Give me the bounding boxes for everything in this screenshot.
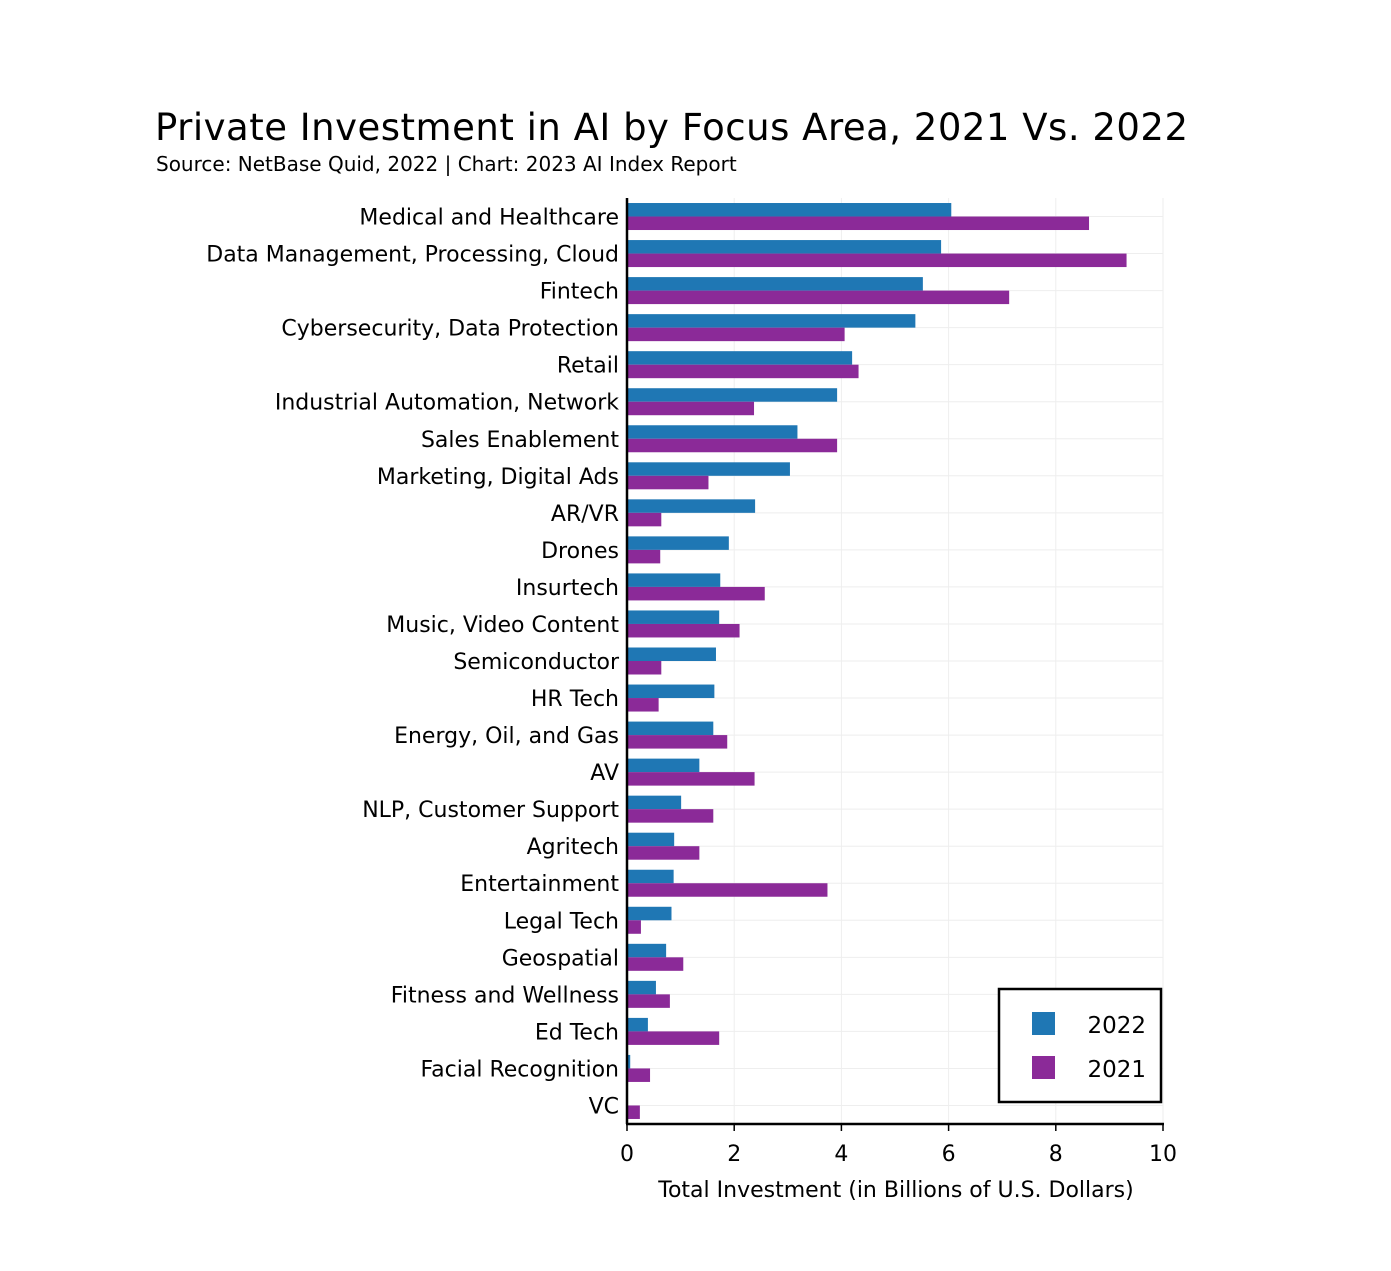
bar-2022: Semiconductor (2022): 1.66 (627, 647, 716, 661)
bar-2021: Geospatial (2021): 1.05 (627, 957, 684, 971)
x-tick-label: 6 (942, 1142, 956, 1167)
category-label: Insurtech (516, 576, 619, 601)
bar-2021: AV (2021): 2.38 (627, 772, 755, 786)
bar-2022: Marketing, Digital Ads (2022): 3.04 (627, 462, 790, 476)
category-label: NLP, Customer Support (362, 798, 619, 823)
category-label: Data Management, Processing, Cloud (206, 243, 619, 268)
category-label: Sales Enablement (421, 428, 619, 453)
bar-2021: Cybersecurity, Data Protection (2021): 4… (627, 327, 845, 342)
category-label: Energy, Oil, and Gas (394, 724, 619, 749)
bar-2022: Retail (2022): 4.2 (627, 351, 853, 365)
category-label: Medical and Healthcare (359, 206, 619, 231)
bar-2021: VC (2021): 0.24 (627, 1105, 640, 1119)
bar-2022: Ed Tech (2022): 0.39 (627, 1017, 648, 1032)
bar-2021: Industrial Automation, Network (2021): 2… (627, 401, 755, 416)
x-axis-label: Total Investment (in Billions of U.S. Do… (657, 1178, 1133, 1203)
bar-2021: Legal Tech (2021): 0.26 (627, 920, 641, 934)
x-tick-label: 8 (1049, 1142, 1063, 1167)
category-label: Drones (541, 539, 619, 564)
category-label: Fintech (540, 280, 619, 305)
bar-2021: AR/VR (2021): 0.64 (627, 512, 662, 527)
category-label: Entertainment (460, 872, 619, 897)
bar-2022: Medical and Healthcare (2022): 6.05 (627, 203, 952, 217)
legend-box (997, 987, 1163, 1104)
category-label: Geospatial (502, 946, 619, 971)
bar-2021: Insurtech (2021): 2.57 (627, 586, 765, 601)
category-label: VC (589, 1094, 619, 1119)
bar-2021: Music, Video Content (2021): 2.1 (627, 623, 740, 638)
bar-2022: Agritech (2022): 0.88 (627, 832, 675, 847)
category-label: Music, Video Content (386, 613, 619, 638)
bar-2021: Medical and Healthcare (2021): 8.62 (627, 216, 1090, 231)
category-label: Ed Tech (535, 1020, 619, 1045)
bar-2021: Entertainment (2021): 3.74 (627, 883, 828, 897)
bar-2022: HR Tech (2022): 1.63 (627, 684, 715, 699)
bar-2021: Semiconductor (2021): 0.64 (627, 661, 662, 675)
legend-label-2021: 2021 (1087, 1057, 1146, 1083)
x-tick-label: 2 (727, 1142, 741, 1167)
category-label: Cybersecurity, Data Protection (281, 317, 619, 342)
x-axis-ticks: 0 2 4 6 8 10 (620, 1124, 1177, 1167)
bar-2022: Facial Recognition (2022): 0.06 (627, 1054, 631, 1069)
bar-2022: Drones (2022): 1.9 (627, 536, 729, 550)
category-label: AV (590, 761, 619, 786)
x-tick-label: 0 (620, 1142, 634, 1167)
bar-2022: Music, Video Content (2022): 1.72 (627, 610, 720, 624)
x-tick-label: 10 (1149, 1142, 1177, 1167)
category-label: Marketing, Digital Ads (377, 465, 619, 490)
legend-swatch-2021 (1032, 1056, 1055, 1079)
category-label: Fitness and Wellness (391, 983, 619, 1008)
legend-label-2022: 2022 (1087, 1013, 1146, 1039)
bars: Medical and Healthcare (2022): 6.05Medic… (627, 203, 1127, 1119)
bar-2022: Entertainment (2022): 0.87 (627, 869, 674, 884)
bar-2021: Energy, Oil, and Gas (2021): 1.87 (627, 735, 728, 749)
bar-2022: Fintech (2022): 5.52 (627, 277, 923, 291)
bar-2021: NLP, Customer Support (2021): 1.61 (627, 809, 714, 823)
bar-2022: AR/VR (2022): 2.39 (627, 499, 756, 513)
bar-2022: Legal Tech (2022): 0.83 (627, 906, 672, 921)
bar-2021: Fintech (2021): 7.13 (627, 290, 1010, 305)
bar-2022: Sales Enablement (2022): 3.18 (627, 425, 798, 439)
bar-2021: Marketing, Digital Ads (2021): 1.52 (627, 475, 709, 490)
bar-2021: HR Tech (2021): 0.59 (627, 698, 659, 712)
category-label: HR Tech (531, 687, 619, 712)
bar-2021: Fitness and Wellness (2021): 0.8 (627, 994, 670, 1008)
chart-title: Private Investment in AI by Focus Area, … (155, 106, 1189, 149)
bar-2022: AV (2022): 1.35 (627, 758, 700, 773)
category-label: Retail (557, 354, 619, 379)
bar-2021: Facial Recognition (2021): 0.43 (627, 1068, 651, 1082)
bar-2021: Sales Enablement (2021): 3.92 (627, 438, 838, 453)
chart-subtitle: Source: NetBase Quid, 2022 | Chart: 2023… (156, 152, 737, 176)
category-label: Legal Tech (504, 909, 619, 934)
category-labels: Medical and Healthcare Data Management, P… (206, 206, 620, 1120)
bar-2022: Fitness and Wellness (2022): 0.54 (627, 980, 656, 995)
bar-2022: Cybersecurity, Data Protection (2022): 5… (627, 314, 916, 328)
bar-2021: Agritech (2021): 1.35 (627, 846, 700, 860)
bar-2022: Geospatial (2022): 0.73 (627, 943, 667, 958)
bar-2021: Drones (2021): 0.62 (627, 549, 661, 564)
category-label: Industrial Automation, Network (275, 391, 619, 416)
category-label: Agritech (527, 835, 619, 860)
bar-2021: Ed Tech (2021): 1.72 (627, 1031, 720, 1045)
bar-2022: NLP, Customer Support (2022): 1.01 (627, 795, 682, 810)
bar-2021: Retail (2021): 4.32 (627, 364, 859, 379)
category-label: Facial Recognition (421, 1057, 619, 1082)
bar-2022: Industrial Automation, Network (2022): 3… (627, 388, 838, 402)
bar-2021: Data Management, Processing, Cloud (2021… (627, 253, 1127, 268)
category-label: Semiconductor (453, 650, 620, 675)
x-tick-label: 4 (834, 1142, 848, 1167)
bar-2022: Insurtech (2022): 1.74 (627, 573, 721, 587)
legend: 2022 2021 (997, 987, 1163, 1104)
category-label: AR/VR (551, 502, 619, 527)
bar-2022: Energy, Oil, and Gas (2022): 1.61 (627, 721, 714, 736)
legend-swatch-2022 (1032, 1012, 1055, 1035)
bar-2022: Data Management, Processing, Cloud (2022… (627, 240, 942, 254)
